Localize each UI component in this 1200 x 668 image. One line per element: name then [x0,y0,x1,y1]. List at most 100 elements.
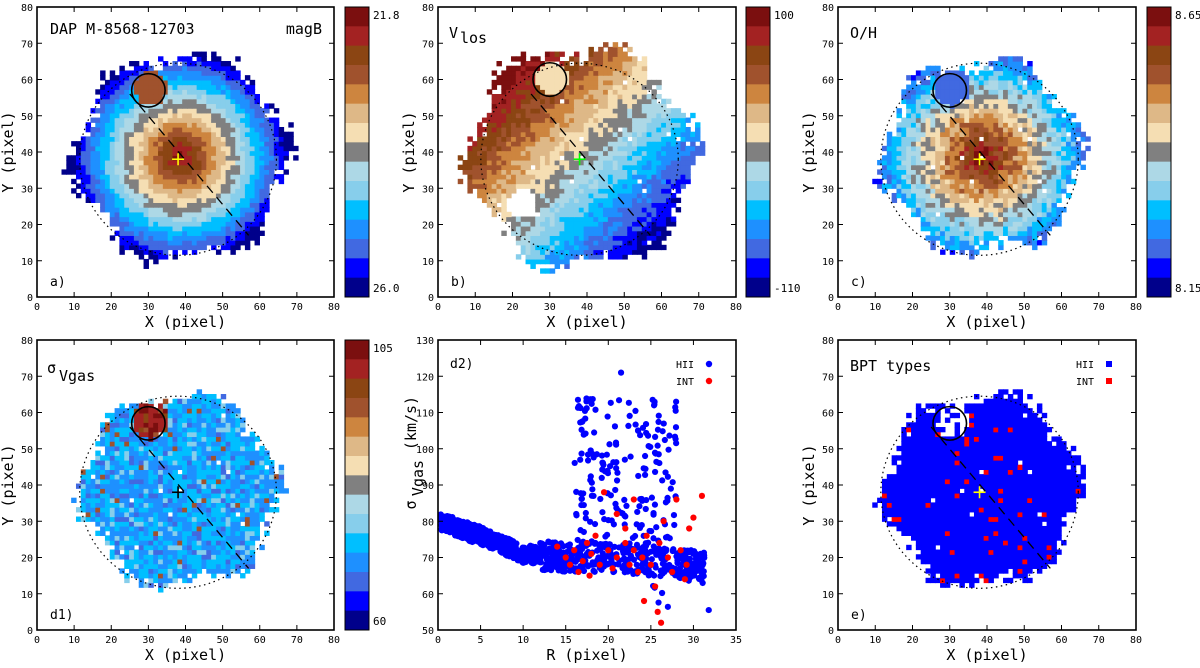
panel-a-map-cell [158,192,164,199]
panel-b-map-cell [564,112,570,119]
panel-a-map-cell [186,192,193,199]
panel-b-map-cell [636,221,643,227]
panel-d1-map-cell [249,525,256,532]
panel-c-map-cell [915,94,922,100]
panel-a-map-cell [201,70,207,76]
panel-a-colorbar-cell [345,142,369,163]
panel-a-map-cell [119,178,125,185]
panel-a-map-cell [114,174,121,180]
panel-c-map-cell [1036,221,1043,227]
panel-a-map-cell [133,141,140,147]
panel-b-map-cell [627,192,633,199]
panel-c-map-cell [1007,136,1014,142]
panel-b-map-cell [569,56,575,62]
panel-b-map-cell [540,103,546,109]
panel-d1-map-cell [215,540,222,546]
panel-a-map-cell [114,164,121,170]
panel-a-map-cell [114,84,121,90]
panel-b-title: V [449,24,458,42]
panel-b-map-cell [598,89,604,95]
panel-b-map-cell [593,79,599,86]
panel-a-map-cell [191,84,198,90]
panel-b-map-cell [544,211,551,218]
panel-b-map-cell [622,131,628,138]
panel-b-map-cell [680,164,686,170]
panel-c-map-cell [1041,197,1048,203]
panel-d1-map-cell [235,535,241,541]
panel-d1-map-cell [158,521,164,527]
panel-b-map-cell [593,136,599,142]
panel-c-map-cell [930,192,936,199]
panel-b-map-cell [554,249,561,255]
panel-b-map-cell [525,117,531,123]
panel-a-map-cell [186,159,193,166]
panel-c-panel-label: c) [851,275,867,290]
panel-b-map-cell [506,84,512,90]
panel-b-map-cell [617,46,623,53]
panel-a-map-cell [182,131,188,138]
panel-c-map-cell [935,221,941,227]
panel-b-map-cell [472,169,478,175]
panel-d1-map-cell [177,544,183,551]
panel-a-map-cell [211,188,217,194]
panel-a-map-cell [220,103,227,109]
panel-b-map-cell [656,225,662,232]
panel-c-map-cell [954,145,961,152]
panel-a-map-cell [177,122,183,128]
panel-c-map-cell [940,159,946,166]
panel-c-map-cell [930,131,936,138]
panel-a-map-cell [240,169,246,175]
panel-c-map-cell [1017,84,1023,90]
panel-b-map-cell [632,192,638,199]
panel-d1-map-cell [104,521,111,527]
panel-a-map-cell [177,136,183,142]
panel-c-map-cell [949,192,956,199]
panel-a-map-cell [254,169,260,175]
panel-b-map-cell [564,126,570,133]
panel-b-map-cell [544,192,551,199]
panel-b-map-cell [496,136,502,142]
panel-a-map-cell [162,145,169,152]
panel-b-map-cell [665,211,672,218]
panel-a-map-cell [158,202,164,208]
panel-d1-map-cell [143,554,149,560]
panel-b-map-cell [501,126,507,133]
panel-c-map-cell [964,240,970,246]
panel-a-map-cell [196,178,203,185]
panel-d1-map-cell [191,530,198,536]
panel-c-map-cell [901,188,907,194]
panel-b-map-cell [636,117,643,123]
panel-a-map-cell [153,136,159,142]
panel-c-map-cell [1036,131,1043,138]
panel-b-map-cell [690,145,696,152]
panel-a-map-cell [206,202,212,208]
panel-a-map-cell [153,207,159,213]
panel-b-map-cell [520,79,527,86]
panel-a-map-cell [186,145,193,152]
panel-a-map-cell [211,51,217,57]
panel-a-map-cell [124,197,130,203]
panel-c-map-cell [920,174,927,180]
panel-a-map-cell [143,164,149,170]
panel-a-map-cell [162,230,169,236]
panel-a-map-cell [182,159,188,166]
panel-c-map-cell [1061,155,1067,161]
panel-b-map-cell [496,169,502,175]
panel-a-map-cell [196,117,203,123]
panel-d1-map-cell [249,549,256,555]
panel-a-map-cell [129,192,135,199]
panel-a-map-cell [225,183,232,189]
panel-a-map-cell [201,65,207,72]
panel-c-map-cell [1022,70,1028,76]
panel-b-map-cell [578,159,585,166]
panel-b-map-cell [549,188,556,194]
panel-c-xtick-label: 60 [1055,302,1067,313]
panel-d1-map-cell [109,554,116,560]
panel-b-map-cell [685,178,691,185]
panel-c-map-cell [1036,79,1043,86]
panel-a-map-cell [104,150,111,156]
panel-a-map-cell [138,202,145,208]
panel-a-map-cell [254,94,260,100]
panel-b-map-cell [656,207,662,213]
panel-a-map-cell [148,174,154,180]
